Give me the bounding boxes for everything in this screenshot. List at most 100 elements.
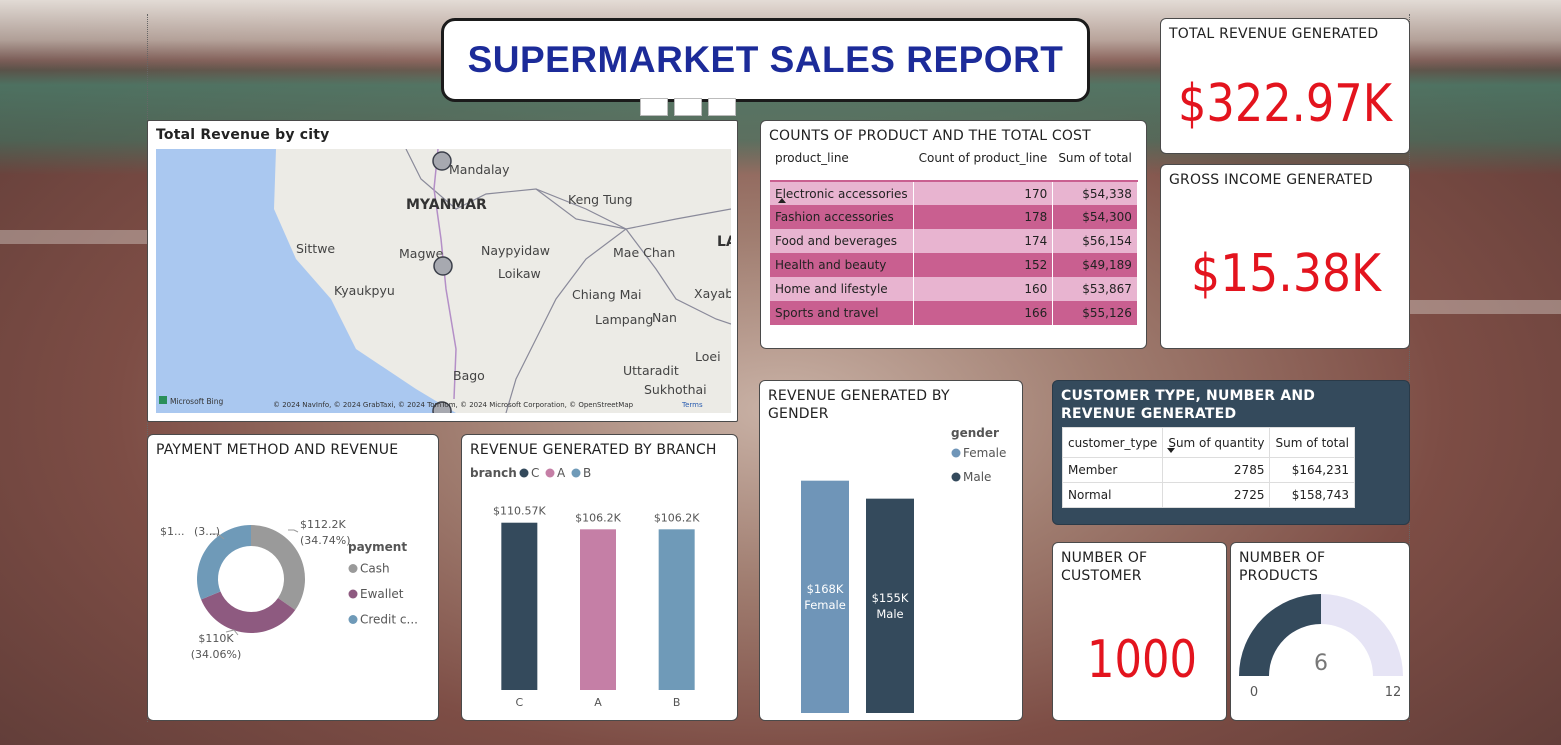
place-label: Magwe bbox=[399, 246, 444, 261]
table-cell: 178 bbox=[913, 205, 1054, 229]
legend-marker bbox=[545, 468, 555, 478]
filter-icon[interactable] bbox=[640, 98, 668, 116]
map-card: Total Revenue by city Mandalay Keng Tung S… bbox=[147, 120, 738, 422]
chart-card: REVENUE GENERATED BY GENDER $168K Female $… bbox=[759, 380, 1023, 721]
chart-title: REVENUE GENERATED BY GENDER bbox=[768, 388, 950, 422]
data-label: $1... bbox=[160, 525, 185, 538]
country-label: MYANMAR bbox=[406, 197, 487, 213]
map-attribution: Microsoft Bing bbox=[170, 397, 223, 406]
data-label: $155K bbox=[872, 591, 909, 605]
place-label: Mandalay bbox=[449, 162, 510, 177]
table-cell: 152 bbox=[913, 253, 1054, 277]
table-cell: $56,154 bbox=[1052, 229, 1138, 253]
chart-card: REVENUE GENERATED BY BRANCH $110.57K C $10… bbox=[461, 434, 738, 721]
table-cell: 166 bbox=[913, 301, 1054, 325]
report-title: SUPERMARKET SALES REPORT bbox=[467, 39, 1064, 80]
table-row: Food and beverages 174 $56,154 bbox=[770, 229, 1138, 253]
sort-arrow bbox=[778, 198, 786, 203]
sea bbox=[156, 149, 456, 413]
table-row: Health and beauty 152 $49,189 bbox=[770, 253, 1138, 277]
header-row: customer_type Sum of quantity Sum of total bbox=[1061, 427, 1356, 458]
border bbox=[405, 149, 628, 413]
table-cell: 2725 bbox=[1162, 482, 1271, 508]
table-row: Normal 2725 $158,743 bbox=[1061, 482, 1356, 508]
legend-label: A bbox=[557, 466, 566, 480]
table-title: CUSTOMER TYPE, NUMBER AND REVENUE GENERA… bbox=[1061, 388, 1316, 422]
data-label: $168K bbox=[807, 582, 844, 596]
place-label: Uttaradit bbox=[623, 363, 679, 378]
map[interactable]: Mandalay Keng Tung Sittwe Magwe Naypyidaw Loi… bbox=[156, 149, 731, 413]
place-label: Mae Chan bbox=[613, 245, 675, 260]
bar bbox=[801, 480, 849, 713]
background-shelf bbox=[1410, 300, 1561, 314]
bar bbox=[501, 522, 538, 690]
table-cell: Normal bbox=[1061, 482, 1164, 508]
column-header: product_line bbox=[770, 151, 914, 181]
more-options-icon[interactable] bbox=[708, 98, 736, 116]
table-row: Electronic accessories 170 $54,338 bbox=[770, 181, 1138, 205]
chart-card: NUMBER OF PRODUCTS 6 0 12 bbox=[1230, 542, 1410, 721]
table-cell: 170 bbox=[913, 181, 1054, 205]
background-shelf bbox=[0, 230, 150, 244]
sort-arrow bbox=[1167, 448, 1175, 453]
place-label: Nan bbox=[652, 310, 677, 325]
table-cell: Health and beauty bbox=[770, 253, 914, 277]
kpi: $15.38K bbox=[1191, 244, 1383, 304]
table-cell: Member bbox=[1061, 457, 1164, 483]
donut-slice bbox=[251, 525, 306, 611]
legend-marker bbox=[571, 468, 581, 478]
table-row: Home and lifestyle 160 $53,867 bbox=[770, 277, 1138, 301]
kpi-title: NUMBER OF CUSTOMER bbox=[1061, 550, 1148, 584]
table-cell: $49,189 bbox=[1052, 253, 1138, 277]
legend-label: Female bbox=[963, 446, 1006, 460]
map-title: Total Revenue by city bbox=[156, 127, 330, 143]
bar bbox=[866, 498, 914, 713]
table-row: Sports and travel 166 $55,126 bbox=[770, 301, 1138, 325]
percent-label: (34.06%) bbox=[191, 648, 242, 661]
table-cell: $55,126 bbox=[1052, 301, 1138, 325]
chart-title: NUMBER OF PRODUCTS bbox=[1239, 550, 1326, 584]
chart-title: REVENUE GENERATED BY BRANCH bbox=[470, 442, 717, 458]
leader-line bbox=[210, 533, 225, 540]
bar-chart: $168K Female $155K Male gender Female Male bbox=[801, 426, 1006, 713]
data-label: $106.2K bbox=[654, 511, 700, 524]
bing-logo bbox=[159, 396, 167, 404]
kpi-value: $15.38K bbox=[1191, 244, 1383, 304]
leader-line bbox=[225, 629, 239, 636]
table-row: Fashion accessories 178 $54,300 bbox=[770, 205, 1138, 229]
legend-label: Male bbox=[963, 470, 991, 484]
kpi: 1000 bbox=[1087, 630, 1197, 690]
product-table: product_line Count of product_line Sum of … bbox=[770, 151, 1138, 325]
bar bbox=[658, 529, 695, 690]
kpi-card: TOTAL REVENUE GENERATED $322.97K bbox=[1160, 18, 1410, 154]
focus-icon[interactable] bbox=[674, 98, 702, 116]
legend-marker bbox=[348, 615, 358, 624]
kpi-value: $322.97K bbox=[1178, 74, 1394, 134]
legend-marker bbox=[519, 468, 529, 478]
place-label: Sittwe bbox=[296, 241, 335, 256]
leader-line bbox=[288, 529, 299, 533]
place-label: Sukhothai bbox=[644, 382, 707, 397]
city-bubble bbox=[432, 151, 452, 171]
gauge-max-label: 12 bbox=[1385, 685, 1402, 700]
percent-label: (3...) bbox=[194, 525, 220, 538]
legend-marker bbox=[951, 472, 961, 482]
legend-marker bbox=[951, 448, 961, 458]
title-card: SUPERMARKET SALES REPORT bbox=[441, 18, 1090, 102]
table-cell: 160 bbox=[913, 277, 1054, 301]
header-row: product_line Count of product_line Sum of … bbox=[770, 151, 1138, 181]
legend-label: Credit c... bbox=[360, 613, 418, 627]
column-header: Count of product_line bbox=[913, 151, 1054, 181]
table-cell: Fashion accessories bbox=[770, 205, 914, 229]
legend-label: B bbox=[583, 466, 591, 480]
legend-label: Ewallet bbox=[360, 587, 404, 601]
legend-title: gender bbox=[951, 426, 999, 440]
data-label: $110.57K bbox=[493, 505, 546, 518]
kpi-value: 1000 bbox=[1087, 630, 1197, 690]
column-header: customer_type bbox=[1061, 427, 1164, 458]
table-cell: Home and lifestyle bbox=[770, 277, 914, 301]
place-label: Naypyidaw bbox=[481, 243, 550, 258]
table-cell: $53,867 bbox=[1052, 277, 1138, 301]
table-cell: Sports and travel bbox=[770, 301, 914, 325]
